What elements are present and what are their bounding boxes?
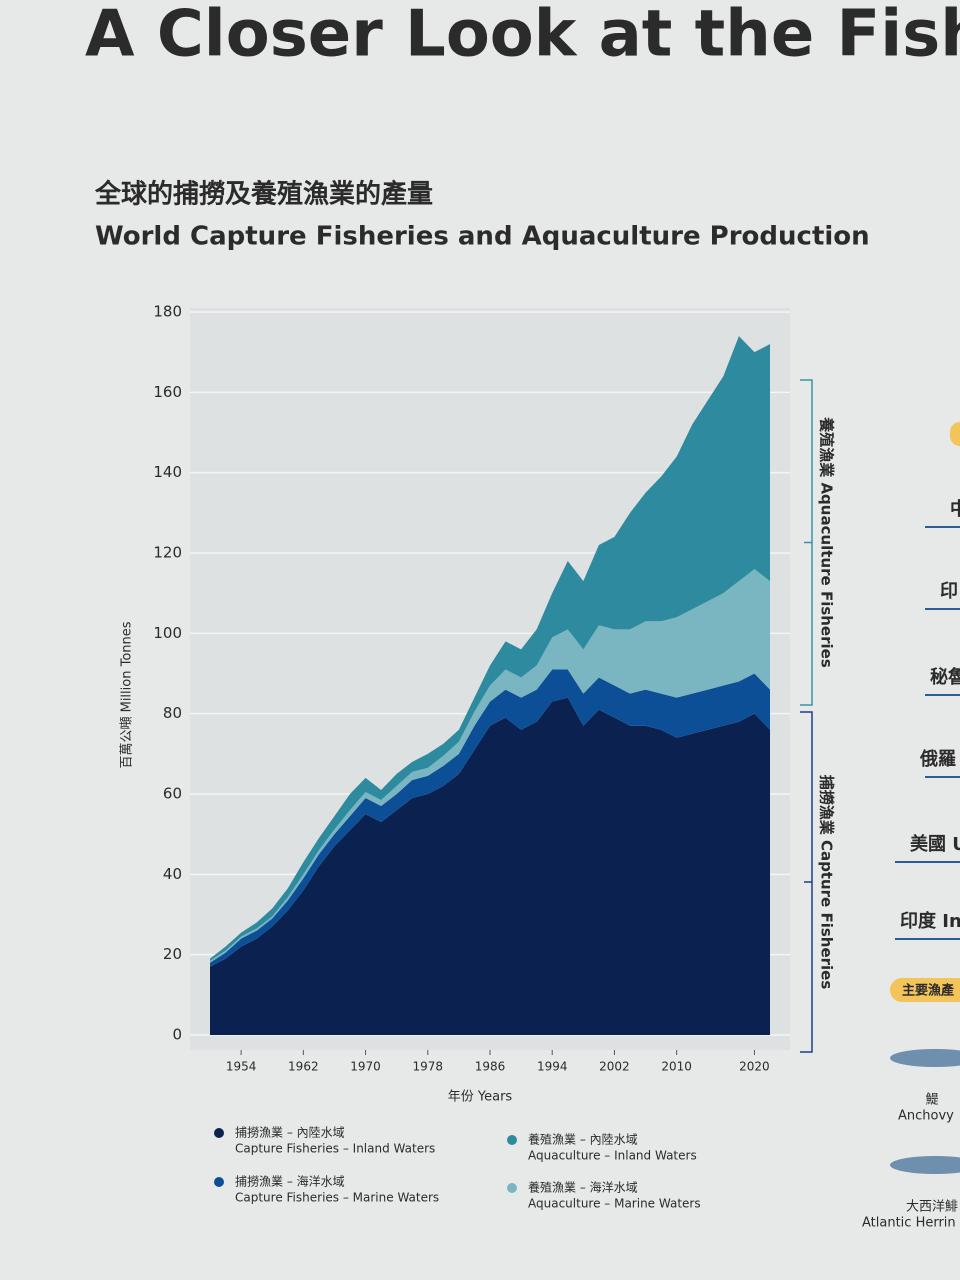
x-tick-label: 1978 xyxy=(413,1060,444,1074)
legend-label: Aquaculture – Marine Waters xyxy=(528,1197,701,1211)
chart-title: 全球的捕撈及養殖漁業的產量 xyxy=(94,179,433,210)
legend-label: 養殖漁業 – 內陸水域 xyxy=(528,1132,638,1147)
legend-swatch xyxy=(214,1128,224,1138)
y-tick-label: 120 xyxy=(153,544,182,562)
x-tick-label: 1970 xyxy=(350,1060,381,1074)
legend-label: Capture Fisheries – Inland Waters xyxy=(235,1142,435,1156)
bracket-label: 捕撈漁業 Capture Fisheries xyxy=(818,775,836,990)
page-title: A Closer Look at the Fishe xyxy=(85,0,960,72)
y-axis-label: 百萬公噸 Million Tonnes xyxy=(120,621,135,768)
badge-bg xyxy=(890,978,960,1002)
country-label: 印度 In xyxy=(900,910,960,932)
x-axis-label: 年份 Years xyxy=(448,1090,513,1105)
bracket xyxy=(800,711,813,1053)
area xyxy=(210,336,770,961)
country-label: 印 xyxy=(940,581,958,602)
legend-swatch xyxy=(214,1177,224,1187)
legend-label: 捕撈漁業 – 海洋水域 xyxy=(235,1174,345,1189)
y-tick-label: 20 xyxy=(163,945,182,963)
y-tick-label: 100 xyxy=(153,624,182,642)
y-tick-label: 80 xyxy=(163,704,182,722)
legend-label: 捕撈漁業 – 內陸水域 xyxy=(235,1125,345,1140)
legend-label: Aquaculture – Inland Waters xyxy=(528,1149,697,1163)
legend-label: 養殖漁業 – 海洋水域 xyxy=(528,1180,638,1195)
legend-label: Capture Fisheries – Marine Waters xyxy=(235,1191,439,1205)
fish-zh: 鯷 xyxy=(925,1093,938,1108)
x-tick-label: 1954 xyxy=(226,1060,257,1074)
badge-bg xyxy=(950,422,960,446)
legend-swatch xyxy=(507,1135,517,1145)
country-label: 秘魯 xyxy=(930,666,960,688)
country-label: 美國 U xyxy=(910,833,960,855)
x-tick-label: 1994 xyxy=(537,1060,568,1074)
country-label: 俄羅 xyxy=(919,748,956,770)
x-tick-label: 2002 xyxy=(599,1060,630,1074)
y-tick-label: 60 xyxy=(163,785,182,803)
fish-icon xyxy=(890,1049,960,1067)
x-tick-label: 1986 xyxy=(475,1060,506,1074)
fish-en: Anchovy xyxy=(898,1109,954,1124)
badge: 主要漁產 xyxy=(902,983,954,999)
area xyxy=(210,569,770,963)
y-tick-label: 160 xyxy=(153,383,182,401)
chart-subtitle: World Capture Fisheries and Aquaculture … xyxy=(95,222,870,252)
y-tick-label: 140 xyxy=(153,463,182,481)
x-tick-label: 1962 xyxy=(288,1060,319,1074)
legend-swatch xyxy=(507,1183,517,1193)
country-label: 中 xyxy=(950,498,960,520)
fish-icon xyxy=(890,1156,960,1174)
y-tick-label: 0 xyxy=(172,1026,182,1044)
area xyxy=(210,697,770,1035)
x-tick-label: 2010 xyxy=(661,1060,692,1074)
fish-en: Atlantic Herrin xyxy=(862,1216,956,1231)
y-tick-label: 40 xyxy=(163,865,182,883)
fish-zh: 大西洋鯡 xyxy=(906,1200,958,1215)
y-tick-label: 180 xyxy=(153,303,182,321)
bracket xyxy=(800,379,813,706)
area xyxy=(210,669,770,967)
x-tick-label: 2020 xyxy=(739,1060,770,1074)
bracket-label: 養殖漁業 Aquaculture Fisheries xyxy=(818,416,836,668)
